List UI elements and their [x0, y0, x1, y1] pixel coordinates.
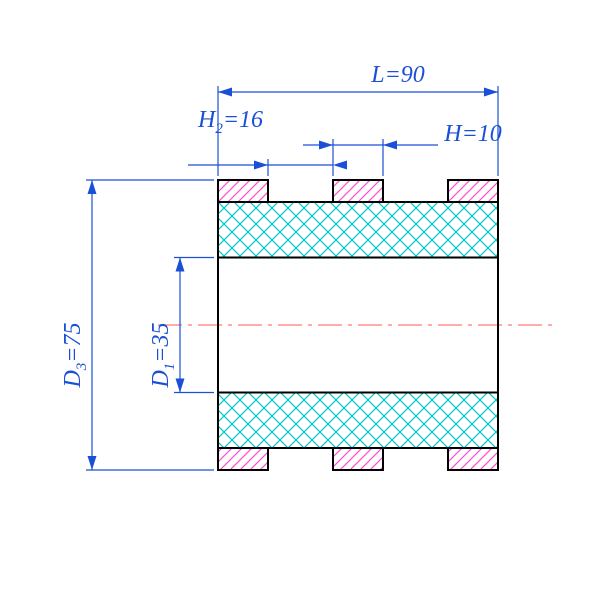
dim-label-H2: H2=16	[197, 107, 263, 137]
dim-label-D3: D3=75	[60, 322, 90, 388]
dim-label-L: L=90	[370, 62, 425, 88]
engineering-drawing: L=90 H=10 H2=16 D3=75 D1=35	[0, 0, 600, 600]
dim-label-D1: D1=35	[148, 322, 178, 388]
dim-label-H: H=10	[443, 121, 502, 147]
